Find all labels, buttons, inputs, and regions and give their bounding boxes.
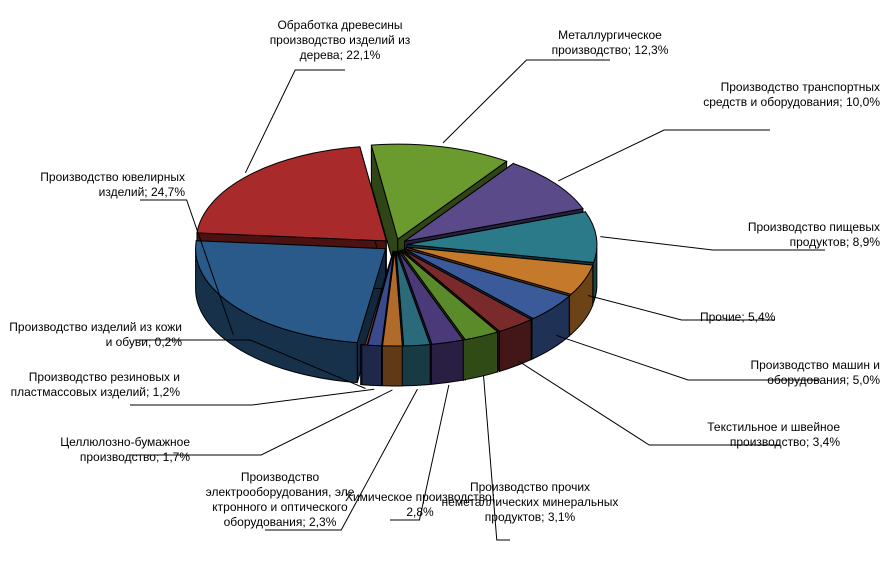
slice-label: Производство изделий из кожи и обуви; 0,…	[2, 320, 182, 350]
slice-label: Производство резиновых и пластмассовых и…	[0, 370, 180, 400]
slice-label: Прочие; 5,4%	[700, 310, 775, 325]
slice-label: Производство ювелирных изделий; 24,7%	[5, 170, 185, 200]
slice-label: Производство транспортных средств и обор…	[700, 80, 880, 110]
slice-label: Текстильное и швейное производство; 3,4%	[660, 420, 840, 450]
pie-chart-container: Обработка древесины производство изделий…	[0, 0, 882, 573]
slice-label: Металлургическое производство; 12,3%	[520, 28, 700, 58]
slice-label: Целлюлозно-бумажное производство; 1,7%	[10, 435, 190, 465]
slice-label: Производство пищевых продуктов; 8,9%	[700, 220, 880, 250]
slice-label: Производство электрооборудования, эле кт…	[190, 470, 370, 530]
slice-label: Обработка древесины производство изделий…	[250, 18, 430, 63]
slice-label: Производство машин и оборудования; 5,0%	[700, 358, 880, 388]
